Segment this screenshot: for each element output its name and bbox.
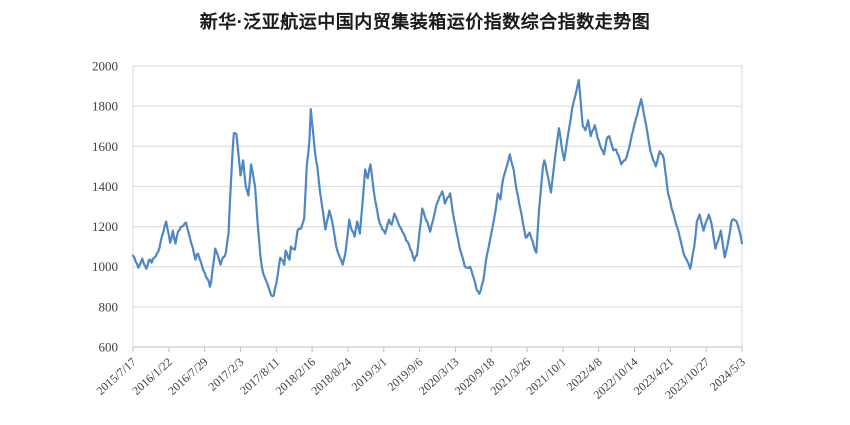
chart-title: 新华·泛亚航运中国内贸集装箱运价指数综合指数走势图	[199, 12, 651, 32]
y-axis-label: 1800	[92, 99, 118, 114]
x-axis-label: 2019/3/1	[349, 355, 390, 394]
y-axis-label: 2000	[92, 59, 118, 74]
y-axis-label: 1400	[92, 179, 118, 194]
y-axis-label: 1000	[92, 259, 118, 274]
x-axis-label: 2024/5/3	[707, 355, 748, 394]
y-axis-label: 1600	[92, 139, 118, 154]
y-axis-label: 800	[99, 299, 119, 314]
x-axis-label: 2021/10/1	[523, 355, 569, 398]
x-axis-label: 2016/7/29	[165, 355, 211, 398]
x-axis-label: 2018/8/24	[308, 355, 354, 398]
y-axis-label: 1200	[92, 219, 118, 234]
y-axis-label: 600	[99, 340, 119, 355]
index-line-series	[131, 78, 744, 298]
